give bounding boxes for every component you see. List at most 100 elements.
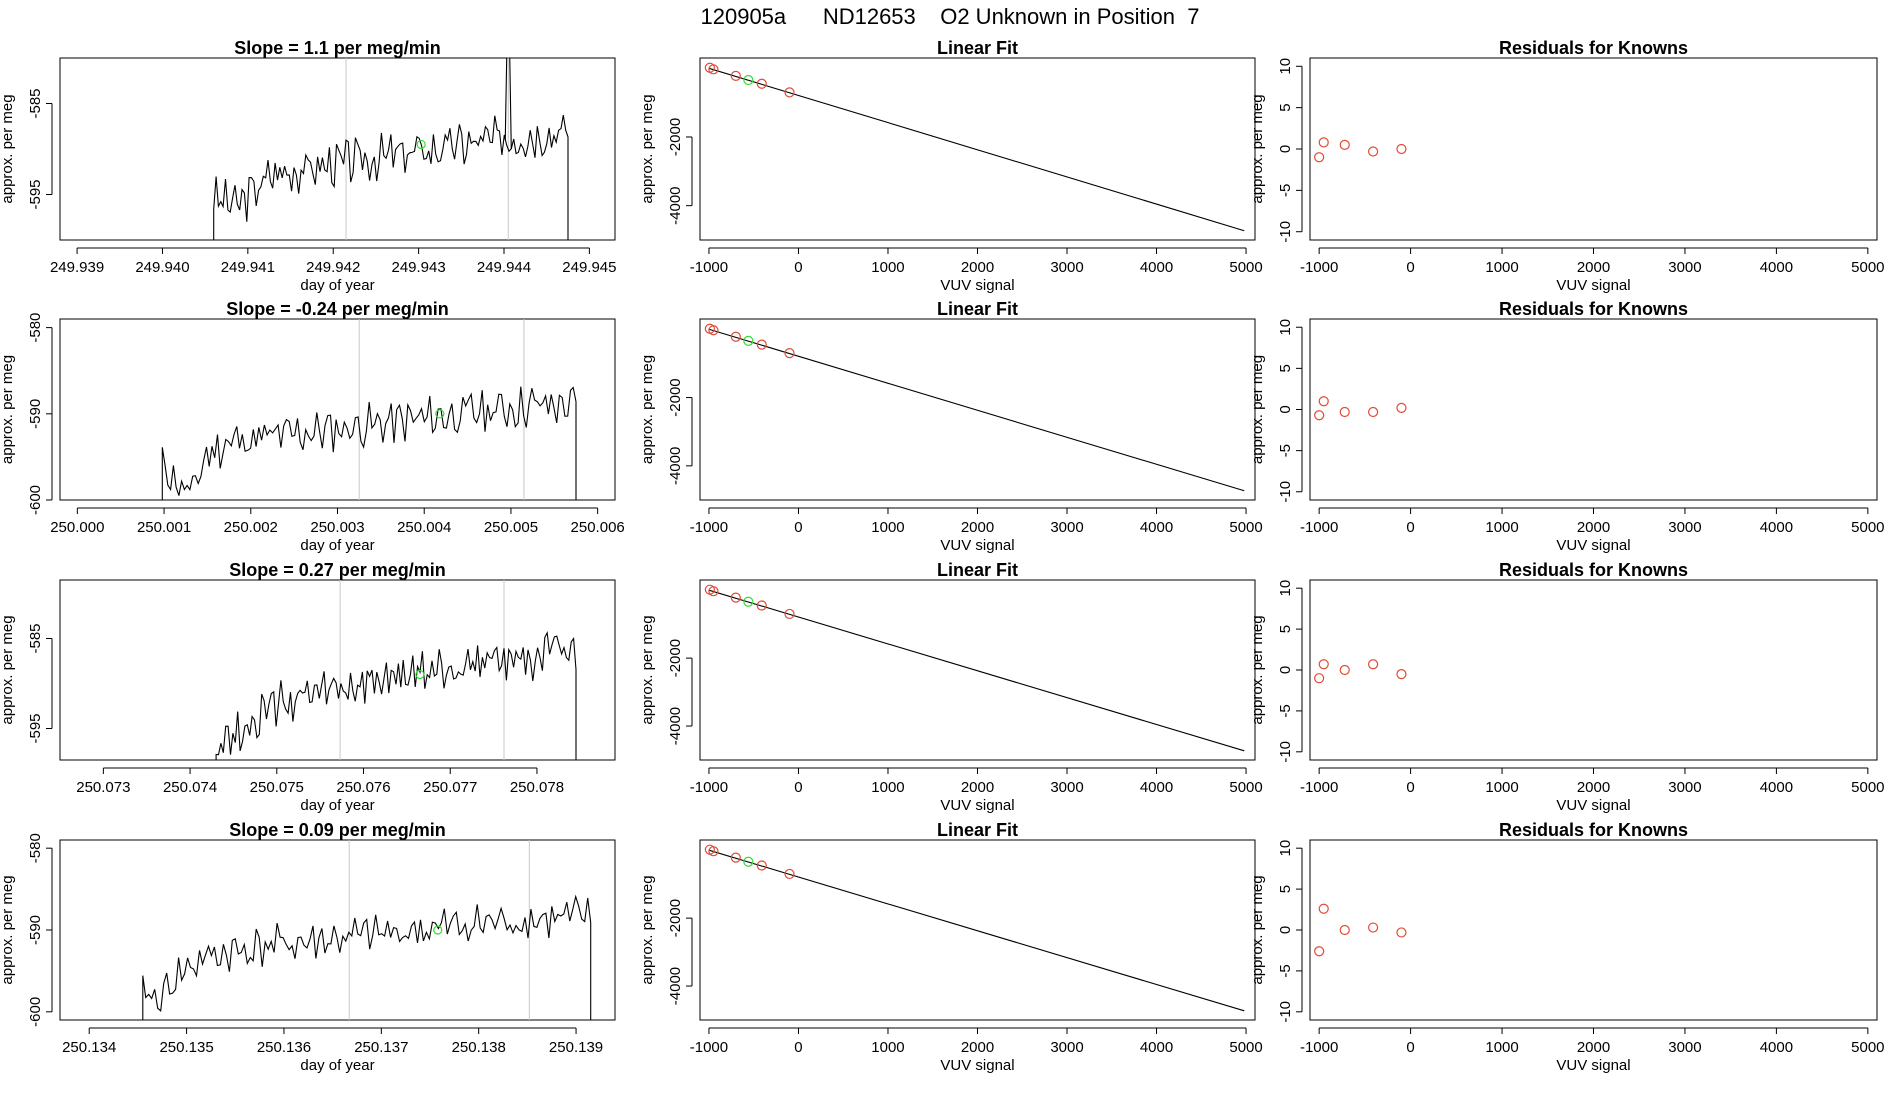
panel-title: Slope = 1.1 per meg/min (234, 38, 441, 58)
panel-r1c3: Residuals for Knowns -1000 0 1000 2000 3000 40… (1249, 38, 1885, 294)
known-point (708, 325, 719, 336)
known-point (756, 600, 767, 611)
unknown-point (743, 335, 754, 346)
y-tick-label: -2000 (667, 118, 684, 156)
panel-title: Residuals for Knowns (1499, 820, 1688, 840)
residual-point (1368, 406, 1379, 418)
panel-r3c1: Slope = 0.27 per meg/min 250.073 250.074 25… (0, 560, 616, 814)
x-tick-label: 1000 (871, 259, 904, 276)
residual-point (1339, 664, 1350, 676)
x-axis-label: day of year (300, 1057, 374, 1074)
x-axis-label: VUV signal (940, 1057, 1014, 1074)
y-tick-label: 0 (1277, 666, 1294, 674)
y-tick-label: -10 (1277, 741, 1294, 763)
x-tick-label: 250.001 (137, 519, 191, 536)
residual-point (1339, 924, 1350, 936)
x-axis-label: VUV signal (1556, 537, 1630, 554)
x-axis-label: VUV signal (940, 537, 1014, 554)
x-tick-label: 4000 (1760, 779, 1793, 796)
y-tick-label: -595 (27, 713, 44, 743)
y-tick-label: -580 (27, 833, 44, 863)
x-tick-label: 250.077 (423, 779, 477, 796)
y-axis-label: approx. per meg (1249, 94, 1266, 203)
x-axis-label: VUV signal (940, 797, 1014, 814)
plot-frame (59, 318, 616, 501)
x-tick-label: 1000 (871, 519, 904, 536)
y-axis-label: approx. per meg (0, 875, 16, 984)
x-tick-label: 4000 (1760, 1039, 1793, 1056)
x-tick-label: 5000 (1851, 259, 1884, 276)
x-tick-label: 250.073 (76, 779, 130, 796)
x-tick-label: 0 (1406, 519, 1414, 536)
panel-title: Slope = -0.24 per meg/min (226, 299, 449, 319)
x-tick-label: 3000 (1050, 259, 1083, 276)
panel-r1c2: Linear Fit -1000 0 1000 2000 3000 4000 5000 VUV … (639, 38, 1263, 294)
x-tick-label: 0 (794, 1039, 802, 1056)
x-tick-label: 1000 (1485, 1039, 1518, 1056)
x-tick-label: 1000 (1485, 779, 1518, 796)
y-tick-label: -5 (1277, 964, 1294, 977)
x-tick-label: 250.134 (62, 1039, 116, 1056)
y-tick-label: 10 (1277, 319, 1294, 336)
x-tick-label: -1000 (690, 259, 728, 276)
x-tick-label: 250.137 (354, 1039, 408, 1056)
x-tick-label: 5000 (1229, 779, 1262, 796)
panel-r3c3: Residuals for Knowns -1000 0 1000 2000 3000 40… (1249, 560, 1885, 814)
panel-r4c3: Residuals for Knowns -1000 0 1000 2000 3000 40… (1249, 820, 1885, 1074)
unknown-point (743, 856, 754, 867)
y-tick-label: -5 (1277, 184, 1294, 197)
x-tick-label: 250.136 (257, 1039, 311, 1056)
residual-point (1339, 139, 1350, 150)
x-tick-label: 1000 (871, 1039, 904, 1056)
known-point (784, 87, 795, 98)
known-point (708, 846, 719, 857)
panel-title: Residuals for Knowns (1499, 560, 1688, 580)
y-axis-label: approx. per meg (639, 355, 656, 464)
x-tick-label: 0 (1406, 779, 1414, 796)
x-tick-label: 4000 (1140, 259, 1173, 276)
x-axis-label: day of year (300, 277, 374, 294)
x-tick-label: 250.004 (397, 519, 451, 536)
known-point (708, 64, 719, 75)
panel-r2c3: Residuals for Knowns -1000 0 1000 2000 3000 40… (1249, 299, 1885, 554)
x-axis-label: VUV signal (1556, 1057, 1630, 1074)
x-tick-label: 249.940 (135, 259, 189, 276)
x-tick-label: 3000 (1668, 519, 1701, 536)
plot-frame (1309, 839, 1878, 1021)
known-point (756, 78, 767, 89)
unknown-point (743, 596, 754, 607)
fit-line (708, 67, 1245, 232)
time-series-line (213, 115, 569, 240)
x-tick-label: 249.939 (50, 259, 104, 276)
x-tick-label: 250.139 (549, 1039, 603, 1056)
y-tick-label: -590 (27, 915, 44, 945)
y-tick-label: -4000 (667, 707, 684, 745)
y-tick-label: -600 (27, 485, 44, 515)
x-tick-label: 5000 (1851, 779, 1884, 796)
plot-frame (59, 839, 616, 1021)
y-axis-label: approx. per meg (1249, 875, 1266, 984)
y-tick-label: -580 (27, 313, 44, 343)
y-tick-label: -2000 (667, 378, 684, 416)
residual-point (1396, 927, 1407, 938)
x-tick-label: -1000 (1300, 1039, 1338, 1056)
residual-point (1318, 659, 1329, 670)
known-point (756, 860, 767, 871)
residual-point (1318, 137, 1329, 148)
residual-point (1339, 406, 1350, 418)
panel-r3c2: Linear Fit -1000 0 1000 2000 3000 4000 5000 VUV … (639, 560, 1263, 814)
x-axis-label: VUV signal (1556, 797, 1630, 814)
plot-frame (1309, 318, 1878, 501)
plot-frame (59, 57, 616, 241)
x-axis-label: VUV signal (940, 277, 1014, 294)
fit-line (708, 589, 1245, 752)
y-tick-label: -5 (1277, 704, 1294, 717)
plot-data (1314, 396, 1407, 421)
panel-title: Slope = 0.27 per meg/min (229, 560, 446, 580)
x-tick-label: 249.941 (221, 259, 275, 276)
residual-point (1396, 402, 1407, 413)
y-tick-label: -590 (27, 399, 44, 429)
y-tick-label: -595 (27, 179, 44, 209)
x-tick-label: 3000 (1050, 519, 1083, 536)
plot-data (704, 844, 1245, 1012)
